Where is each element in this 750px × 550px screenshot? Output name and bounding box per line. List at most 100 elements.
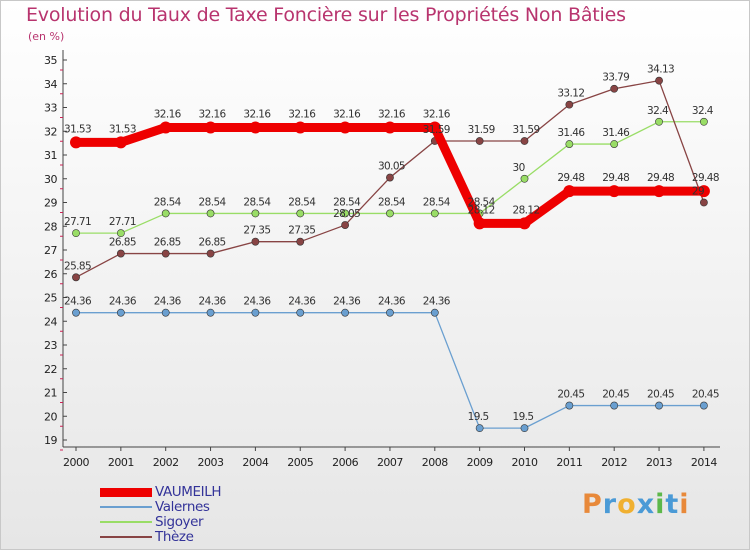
data-point-vaumeilh: [653, 185, 666, 198]
data-point-sigoyer: [386, 209, 394, 218]
data-label-theze: 26.85: [109, 237, 136, 249]
legend-label-valernes: Valernes: [155, 499, 210, 515]
data-point-sigoyer: [72, 229, 80, 238]
data-point-theze: [116, 249, 125, 258]
series-line-valernes: [76, 312, 704, 429]
data-label-vaumeilh: 28.12: [468, 204, 495, 216]
data-point-valernes: [161, 308, 170, 317]
data-label-theze: 27.35: [288, 225, 315, 237]
x-tick-label: 2000: [63, 456, 89, 469]
y-tick-label: 27: [44, 244, 57, 257]
data-point-valernes: [386, 308, 394, 317]
data-label-theze: 33.79: [602, 72, 629, 84]
data-label-sigoyer: 28.54: [199, 196, 227, 208]
data-label-theze: 27.35: [243, 225, 270, 237]
x-tick-label: 2003: [198, 456, 224, 469]
y-tick-label: 31: [44, 149, 57, 162]
unit-label: (en %): [28, 30, 65, 43]
data-label-vaumeilh: 29.48: [602, 172, 629, 184]
data-point-valernes: [206, 308, 215, 317]
data-point-theze: [161, 249, 170, 258]
y-tick-label: 28: [44, 220, 57, 233]
data-label-vaumeilh: 29.48: [557, 172, 584, 184]
proxiti-logo: Proxiti: [582, 489, 690, 520]
y-tick-label: 21: [44, 387, 57, 400]
y-tick-label: 34: [44, 78, 57, 91]
data-point-vaumeilh: [114, 136, 127, 149]
logo-letter: P: [582, 489, 603, 520]
data-label-valernes: 24.36: [243, 296, 271, 308]
y-tick-label: 35: [44, 54, 57, 67]
data-point-theze: [386, 173, 394, 182]
data-label-sigoyer: 31.46: [557, 127, 585, 139]
data-label-vaumeilh: 29.48: [647, 172, 674, 184]
data-label-sigoyer: 31.46: [602, 127, 630, 139]
logo-letter: i: [679, 489, 690, 520]
data-label-theze: 31.59: [423, 124, 450, 136]
data-label-valernes: 24.36: [109, 296, 137, 308]
data-point-vaumeilh: [339, 121, 352, 134]
tick-labels: 19 20 21 22 23 24 25 26 27 28 29 30 31 32 33 34 35 2000 20…: [44, 54, 718, 469]
data-label-valernes: 20.45: [557, 389, 584, 401]
y-tick-label: 23: [44, 339, 57, 352]
legend-label-sigoyer: Sigoyer: [155, 514, 204, 530]
data-label-sigoyer: 28.54: [423, 196, 451, 208]
legend-label-vaumeilh: VAUMEILH: [155, 484, 222, 500]
data-label-sigoyer: 28.54: [333, 196, 361, 208]
data-point-vaumeilh: [249, 121, 262, 134]
data-label-sigoyer: 28.54: [243, 196, 271, 208]
x-tick-label: 2001: [108, 456, 134, 469]
data-label-theze: 25.85: [64, 260, 91, 272]
data-point-sigoyer: [565, 140, 574, 148]
data-label-valernes: 24.36: [154, 296, 182, 308]
data-point-valernes: [430, 308, 439, 317]
data-label-theze: 34.13: [647, 64, 674, 76]
data-label-theze: 28.05: [333, 208, 360, 220]
data-point-theze: [251, 237, 260, 246]
data-label-valernes: 24.36: [64, 296, 92, 308]
data-label-theze: 30.05: [378, 161, 405, 173]
data-label-vaumeilh: 32.16: [199, 108, 227, 120]
data-label-theze: 31.59: [468, 124, 495, 136]
y-tick-label: 32: [44, 125, 57, 138]
data-point-sigoyer: [655, 117, 663, 126]
data-point-vaumeilh: [294, 121, 307, 134]
data-point-valernes: [520, 424, 529, 433]
data-label-sigoyer: 30: [513, 162, 525, 174]
data-point-sigoyer: [700, 117, 708, 126]
y-tick-label: 19: [44, 434, 57, 447]
data-point-valernes: [116, 308, 125, 317]
data-label-sigoyer: 28.54: [378, 196, 406, 208]
data-point-sigoyer: [520, 174, 529, 183]
y-tick-label: 24: [44, 315, 57, 328]
y-tick-label: 25: [44, 292, 57, 305]
data-label-valernes: 19.5: [468, 411, 489, 423]
data-label-valernes: 24.36: [378, 296, 406, 308]
data-point-vaumeilh: [428, 121, 441, 134]
data-point-vaumeilh: [70, 136, 82, 149]
data-label-vaumeilh: 32.16: [243, 108, 271, 120]
data-label-vaumeilh: 32.16: [154, 108, 182, 120]
data-point-theze: [565, 100, 574, 109]
data-label-theze: 31.59: [513, 124, 540, 136]
data-point-vaumeilh: [608, 185, 621, 198]
data-point-valernes: [251, 308, 260, 317]
data-label-sigoyer: 28.54: [468, 196, 496, 208]
data-label-vaumeilh: 32.16: [423, 108, 451, 120]
data-label-valernes: 24.36: [423, 296, 451, 308]
data-point-theze: [341, 221, 349, 229]
legend-label-theze: Thèze: [155, 529, 194, 545]
data-point-vaumeilh: [563, 185, 576, 198]
x-tick-label: 2007: [377, 456, 403, 469]
data-label-theze: 26.85: [154, 237, 181, 249]
data-label-valernes: 19.5: [513, 411, 534, 423]
data-label-valernes: 24.36: [333, 296, 361, 308]
data-point-vaumeilh: [383, 121, 396, 134]
data-point-valernes: [72, 308, 80, 317]
data-label-valernes: 20.45: [602, 389, 629, 401]
data-label-valernes: 20.45: [692, 389, 719, 401]
data-label-theze: 33.12: [557, 88, 584, 100]
logo-letter: x: [636, 489, 656, 520]
data-point-valernes: [296, 308, 305, 317]
axes: [60, 50, 720, 451]
